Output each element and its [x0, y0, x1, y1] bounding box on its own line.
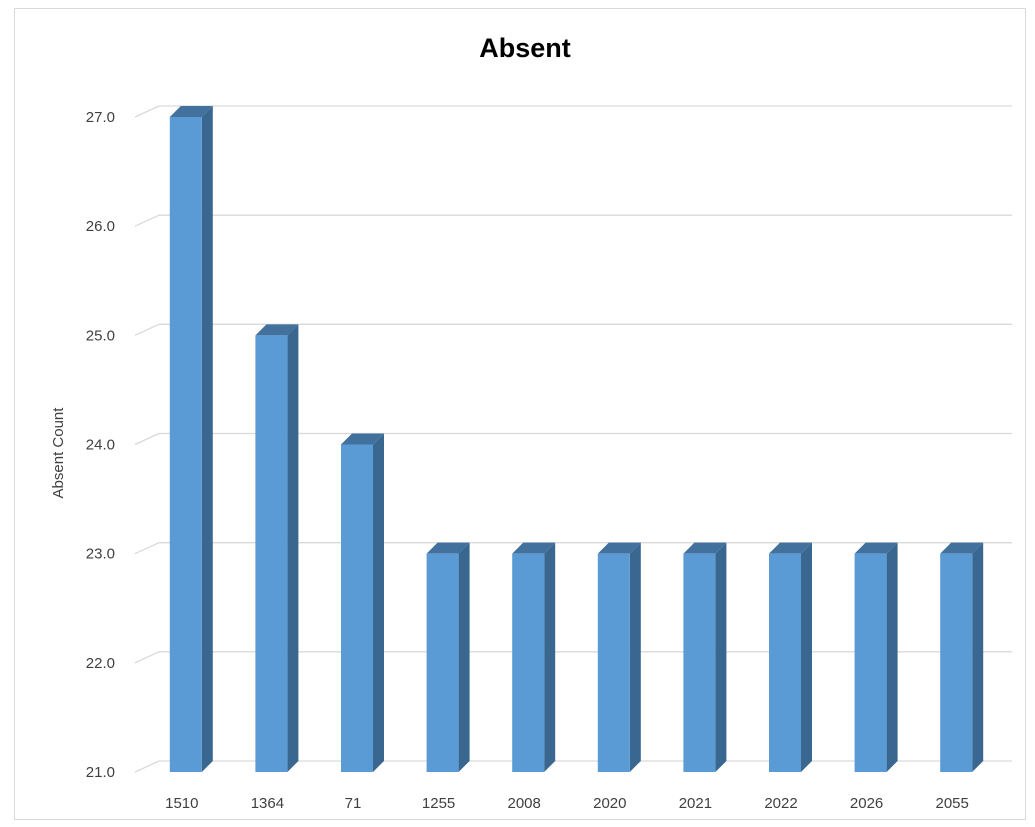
bar-top	[769, 542, 812, 554]
bar-side	[629, 542, 641, 772]
bar	[940, 542, 984, 772]
bar-side	[458, 542, 470, 772]
y-tick-label: 23.0	[86, 546, 115, 563]
bar-front	[940, 553, 973, 772]
x-tick-label: 71	[345, 795, 362, 812]
bar-front	[255, 335, 288, 772]
bar-top	[597, 542, 641, 554]
bars	[169, 106, 984, 772]
gridline-diagonal	[134, 432, 160, 446]
y-tick-label: 22.0	[86, 655, 115, 672]
bar-top	[169, 106, 213, 117]
gridline-diagonal	[134, 214, 160, 227]
bar-top	[426, 542, 470, 554]
gridline-diagonal	[134, 105, 160, 118]
bar-front	[512, 553, 545, 772]
x-tick-label: 2008	[508, 795, 541, 812]
bar-side	[801, 542, 812, 772]
x-tick-label: 2020	[593, 795, 626, 812]
bar-front	[854, 553, 887, 772]
bar	[854, 542, 898, 772]
bar-side	[715, 542, 727, 772]
bar	[341, 433, 384, 772]
x-tick-label: 2021	[679, 795, 712, 812]
chart-title: Absent	[479, 33, 571, 63]
bar-top	[255, 324, 299, 336]
bar	[426, 542, 470, 772]
bar	[769, 542, 812, 772]
y-tick-label: 26.0	[86, 218, 115, 235]
x-tick-label: 1510	[165, 795, 198, 812]
bar	[255, 324, 299, 772]
y-axis-label: Absent Count	[50, 407, 67, 499]
bar-front	[683, 553, 716, 772]
x-tick-labels: 1510 1364 71 1255 2008 2020 2021 2022 2026 2055	[165, 795, 969, 812]
x-tick-label: 2055	[936, 795, 969, 812]
bar	[512, 542, 556, 772]
bar-top	[341, 433, 384, 445]
y-tick-label: 21.0	[86, 764, 115, 781]
bar-side	[287, 324, 299, 772]
bar-top	[940, 542, 984, 554]
x-tick-label: 1255	[422, 795, 455, 812]
bar-front	[341, 444, 373, 772]
bar-top	[512, 542, 556, 554]
x-tick-label: 1364	[251, 795, 284, 812]
x-tick-label: 2022	[764, 795, 797, 812]
bar	[683, 542, 727, 772]
x-tick-label: 2026	[850, 795, 883, 812]
bar	[597, 542, 641, 772]
y-tick-label: 27.0	[86, 109, 115, 126]
bar-top	[854, 542, 898, 554]
gridline-diagonal	[134, 323, 160, 336]
bar	[169, 106, 213, 772]
y-tick-labels: 21.0 22.0 23.0 24.0 25.0 26.0 27.0	[86, 109, 115, 781]
bar-side	[373, 433, 384, 772]
bar-front	[169, 117, 202, 772]
y-tick-label: 25.0	[86, 327, 115, 344]
gridline-diagonal	[134, 760, 160, 773]
bar-side	[972, 542, 984, 772]
bar-front	[426, 553, 459, 772]
gridline-diagonal	[134, 542, 160, 555]
bar-front	[769, 553, 801, 772]
bar-side	[886, 542, 898, 772]
y-tick-label: 24.0	[86, 437, 115, 454]
bar-side	[544, 542, 556, 772]
bar-top	[683, 542, 727, 554]
bar-side	[201, 106, 213, 772]
gridline-diagonal	[134, 651, 160, 664]
bar-front	[597, 553, 630, 772]
